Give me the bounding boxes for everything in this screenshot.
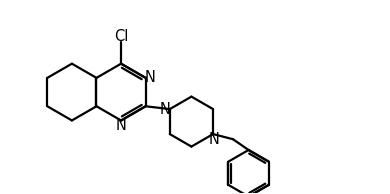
Text: N: N xyxy=(116,118,127,133)
Text: N: N xyxy=(145,70,156,85)
Text: Cl: Cl xyxy=(114,29,128,44)
Text: N: N xyxy=(208,132,219,147)
Text: N: N xyxy=(160,102,170,117)
